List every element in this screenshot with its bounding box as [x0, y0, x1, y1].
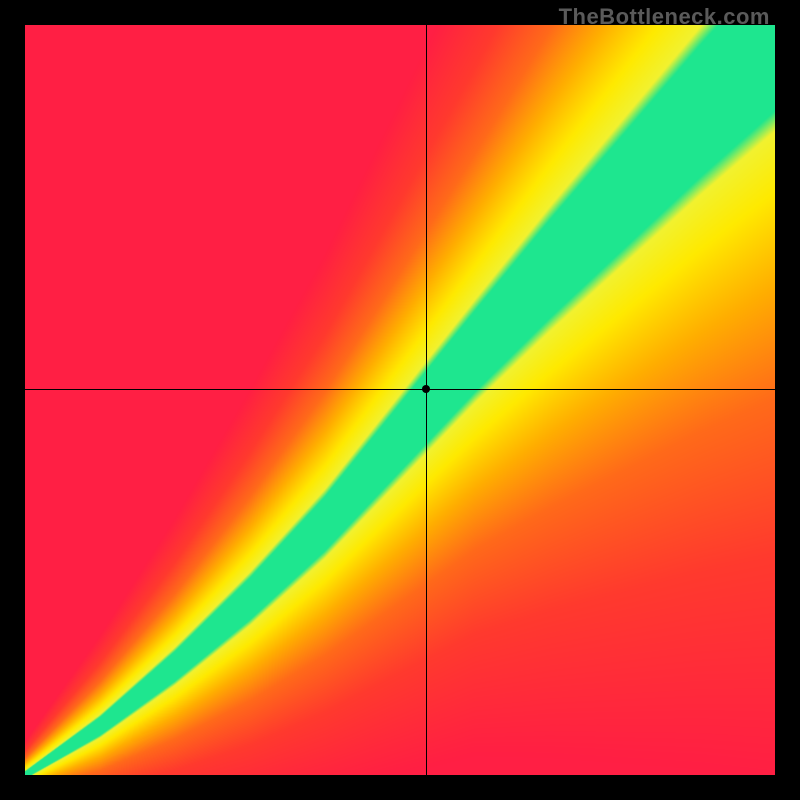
heatmap-canvas [25, 25, 775, 775]
crosshair-horizontal [25, 389, 775, 390]
bottleneck-heatmap [25, 25, 775, 775]
watermark-text: TheBottleneck.com [559, 4, 770, 30]
crosshair-vertical [426, 25, 427, 775]
marker-dot [422, 385, 430, 393]
